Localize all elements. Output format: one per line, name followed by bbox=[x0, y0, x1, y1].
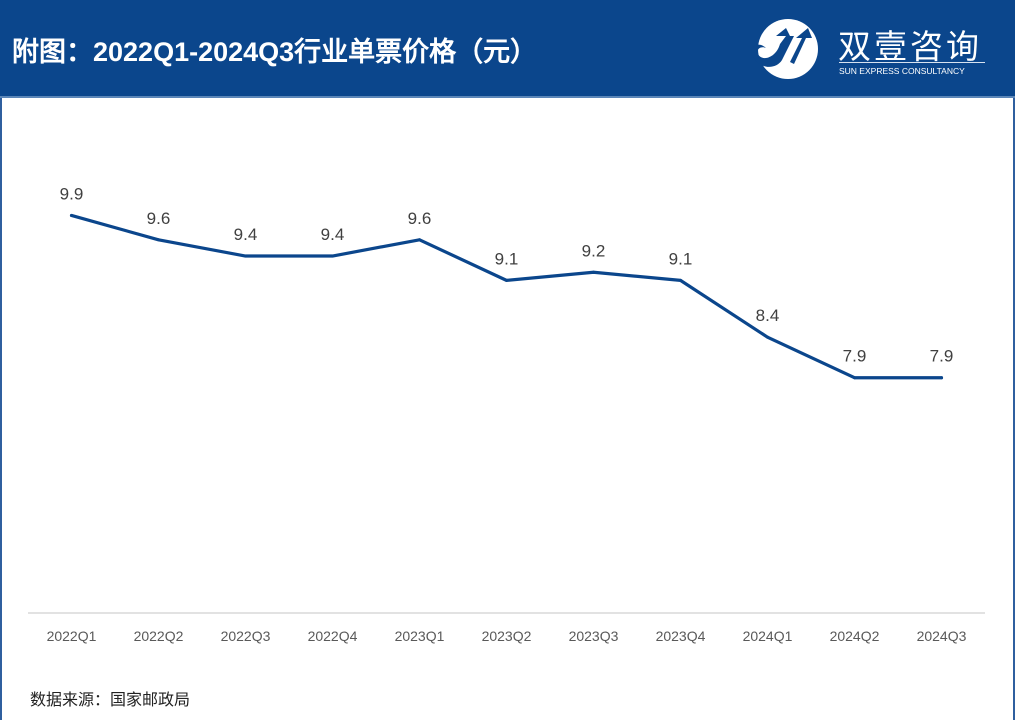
header-bar: 附图：2022Q1-2024Q3行业单票价格（元） 双壹咨询 SUN EXPRE… bbox=[0, 0, 1015, 98]
brand-name-en: SUN EXPRESS CONSULTANCY bbox=[839, 66, 965, 76]
data-point-2023Q4 bbox=[679, 278, 682, 282]
data-label-2023Q4: 9.1 bbox=[669, 249, 693, 268]
brand-logo: 双壹咨询 SUN EXPRESS CONSULTANCY bbox=[746, 14, 1006, 84]
data-point-2022Q3 bbox=[244, 254, 247, 258]
data-point-2024Q3 bbox=[940, 376, 943, 380]
data-label-2022Q1: 9.9 bbox=[60, 184, 84, 203]
data-label-2023Q3: 9.2 bbox=[582, 241, 606, 260]
brand-name-cn: 双壹咨询 bbox=[838, 27, 982, 66]
x-tick-label-2024Q2: 2024Q2 bbox=[830, 628, 880, 644]
data-point-2023Q1 bbox=[418, 238, 421, 242]
x-tick-label-2023Q3: 2023Q3 bbox=[569, 628, 619, 644]
data-label-2024Q2: 7.9 bbox=[843, 347, 867, 366]
data-label-2023Q1: 9.6 bbox=[408, 209, 432, 228]
data-label-2023Q2: 9.1 bbox=[495, 249, 519, 268]
x-tick-label-2022Q3: 2022Q3 bbox=[221, 628, 271, 644]
x-tick-label-2022Q4: 2022Q4 bbox=[308, 628, 358, 644]
sun-express-logo-icon bbox=[751, 19, 818, 79]
x-tick-label-2022Q2: 2022Q2 bbox=[134, 628, 184, 644]
data-source-note: 数据来源：国家邮政局 bbox=[30, 692, 191, 709]
x-tick-label-2022Q1: 2022Q1 bbox=[47, 628, 97, 644]
data-label-2022Q3: 9.4 bbox=[234, 225, 258, 244]
chart-title: 附图：2022Q1-2024Q3行业单票价格（元） bbox=[12, 37, 538, 67]
x-tick-label-2024Q1: 2024Q1 bbox=[743, 628, 793, 644]
x-tick-label-2023Q2: 2023Q2 bbox=[482, 628, 532, 644]
data-point-2024Q2 bbox=[853, 376, 856, 380]
data-point-2022Q4 bbox=[331, 254, 334, 258]
data-point-2024Q1 bbox=[766, 335, 769, 339]
series-layer bbox=[69, 213, 944, 380]
brand-divider bbox=[839, 62, 985, 63]
x-tick-labels-layer: 2022Q1 2022Q2 2022Q3 2022Q4 2023Q1 2023Q2 2023… bbox=[47, 628, 967, 644]
series-line bbox=[69, 213, 944, 380]
data-point-2022Q1 bbox=[70, 213, 73, 217]
data-label-2024Q1: 8.4 bbox=[756, 306, 780, 325]
data-label-2022Q2: 9.6 bbox=[147, 209, 171, 228]
x-tick-label-2023Q1: 2023Q1 bbox=[395, 628, 445, 644]
data-labels-layer: 9.9 9.6 9.4 9.4 9.6 9.1 9.2 9.1 8.4 7.9 7.9 bbox=[60, 184, 954, 365]
data-point-2023Q2 bbox=[505, 278, 508, 282]
data-point-2022Q2 bbox=[157, 238, 160, 242]
x-tick-label-2023Q4: 2023Q4 bbox=[656, 628, 706, 644]
x-tick-label-2024Q3: 2024Q3 bbox=[917, 628, 967, 644]
line-chart: 9.9 9.6 9.4 9.4 9.6 9.1 9.2 9.1 8.4 7.9 7.9 2022Q1… bbox=[28, 184, 985, 644]
data-point-2023Q3 bbox=[592, 270, 595, 274]
data-label-2024Q3: 7.9 bbox=[930, 347, 954, 366]
data-label-2022Q4: 9.4 bbox=[321, 225, 345, 244]
